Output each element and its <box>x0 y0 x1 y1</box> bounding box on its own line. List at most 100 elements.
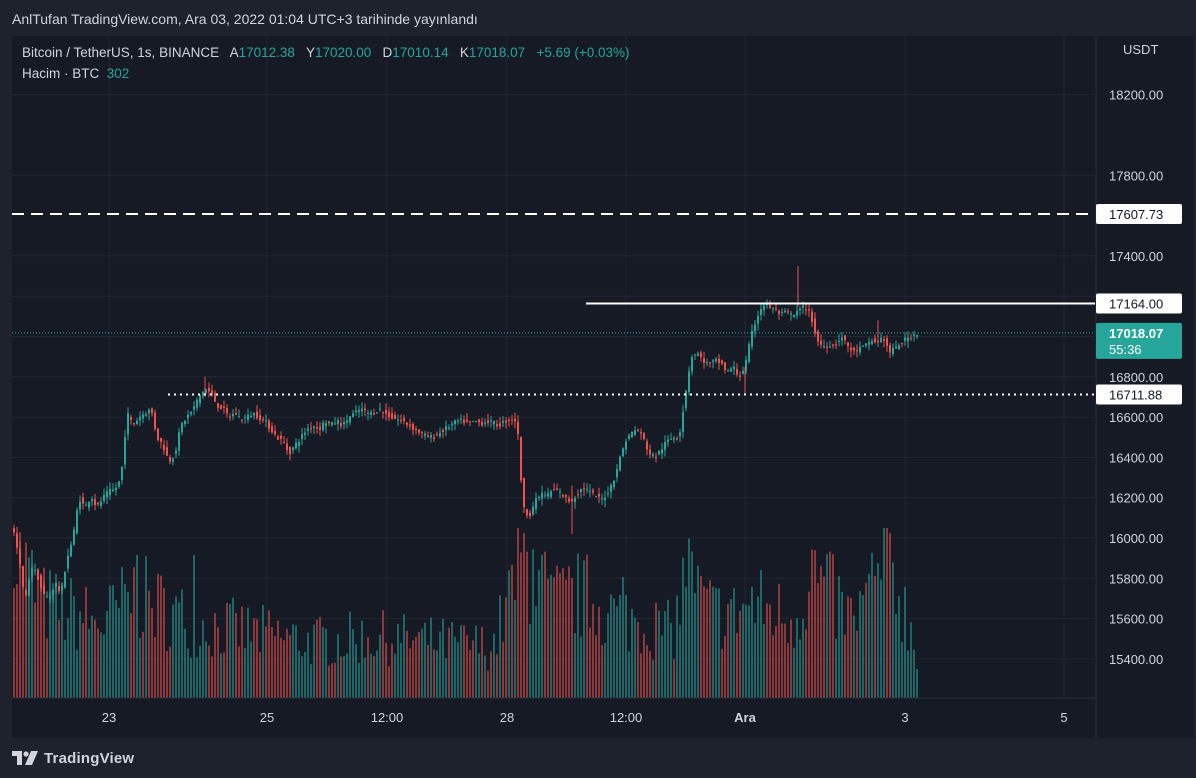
candle <box>562 494 564 497</box>
time-tick-label: Ara <box>734 710 756 725</box>
candle <box>556 488 558 491</box>
volume-bar <box>355 644 357 698</box>
time-tick-label: 12:00 <box>610 710 643 725</box>
candle <box>775 308 777 310</box>
volume-bar <box>715 587 717 698</box>
volume-bar <box>289 634 291 698</box>
candle <box>796 310 798 316</box>
volume-bar <box>337 634 339 698</box>
volume-bar <box>91 615 93 698</box>
price-level-badge[interactable] <box>1096 204 1182 225</box>
candle <box>148 409 150 414</box>
candle <box>397 419 399 421</box>
tradingview-logo-icon <box>12 751 38 765</box>
volume-bar <box>121 567 123 698</box>
time-tick-label: 5 <box>1060 710 1067 725</box>
volume-bar <box>667 599 669 698</box>
volume-bar <box>475 625 477 698</box>
candle <box>283 442 285 444</box>
candle <box>496 424 498 426</box>
candle <box>403 418 405 421</box>
candle <box>748 344 750 363</box>
price-level-badge[interactable] <box>1096 384 1182 405</box>
candle <box>631 431 633 438</box>
candle <box>484 422 486 424</box>
candle <box>82 497 84 504</box>
candle <box>907 337 909 342</box>
candle <box>874 338 876 343</box>
candle <box>622 448 624 457</box>
volume-bar <box>829 551 831 698</box>
volume-bar <box>751 586 753 698</box>
candle <box>52 589 54 596</box>
volume-bar <box>322 627 324 698</box>
chart-panel[interactable]: USDT 15400.00 15600.00 15800.00 16000.00 1620… <box>12 36 1194 738</box>
volume-bar <box>901 641 903 698</box>
volume-bar <box>652 659 654 698</box>
candle <box>865 343 867 346</box>
volume-bar <box>481 627 483 698</box>
volume-bar <box>148 590 150 698</box>
volume-bar <box>94 619 96 698</box>
candle <box>577 493 579 495</box>
candle <box>391 413 393 419</box>
candle <box>343 421 345 425</box>
volume-bar <box>694 592 696 698</box>
candle <box>829 346 831 348</box>
volume-bar <box>592 604 594 698</box>
candle <box>418 429 420 433</box>
candle <box>70 544 72 557</box>
candle <box>169 457 171 462</box>
candle <box>265 420 267 422</box>
candlestick-chart[interactable]: USDT 15400.00 15600.00 15800.00 16000.00 1620… <box>12 36 1194 738</box>
volume-bar <box>757 596 759 698</box>
candle <box>202 392 204 396</box>
volume-bar <box>400 642 402 698</box>
volume-bar <box>208 645 210 698</box>
volume-bar <box>706 588 708 698</box>
candle <box>547 493 549 497</box>
volume-bar <box>295 625 297 698</box>
candle <box>217 403 219 408</box>
candle <box>895 346 897 349</box>
candle <box>604 497 606 501</box>
volume-bar <box>565 579 567 698</box>
volume-value: 302 <box>106 66 130 81</box>
candle <box>856 350 858 352</box>
volume-bar <box>670 623 672 698</box>
time-tick-label: 12:00 <box>371 710 404 725</box>
price-level-badge[interactable] <box>1096 293 1182 314</box>
candle <box>79 501 81 510</box>
candle <box>634 430 636 435</box>
volume-bar <box>343 655 345 698</box>
volume-label[interactable]: Hacim · BTC <box>22 66 100 81</box>
candle <box>901 342 903 344</box>
candle <box>871 341 873 345</box>
footer-brand[interactable]: TradingView <box>12 748 134 768</box>
candle <box>67 555 69 569</box>
volume-bar <box>385 643 387 698</box>
candle <box>250 415 252 418</box>
volume-bar <box>793 647 795 698</box>
candle <box>22 566 24 588</box>
candle <box>607 493 609 495</box>
legend-symbol[interactable]: Bitcoin / TetherUS, 1s, BINANCE <box>22 45 220 60</box>
volume-bar <box>799 639 801 698</box>
volume-bar <box>523 532 525 698</box>
candle <box>127 413 129 435</box>
candle <box>664 442 666 450</box>
volume-bar <box>775 625 777 698</box>
published-caption: AnlTufan TradingView.com, Ara 03, 2022 0… <box>12 11 478 27</box>
candle <box>238 416 240 418</box>
candle <box>124 437 126 465</box>
candle <box>784 310 786 313</box>
volume-bar <box>700 575 702 698</box>
volume-bar <box>316 619 318 698</box>
volume-bar <box>808 591 810 698</box>
candle <box>421 431 423 433</box>
candle <box>679 432 681 437</box>
volume-bar <box>826 554 828 698</box>
volume-bar <box>55 573 57 698</box>
price-tick-label: 17400.00 <box>1109 249 1163 264</box>
volume-bar <box>604 642 606 698</box>
